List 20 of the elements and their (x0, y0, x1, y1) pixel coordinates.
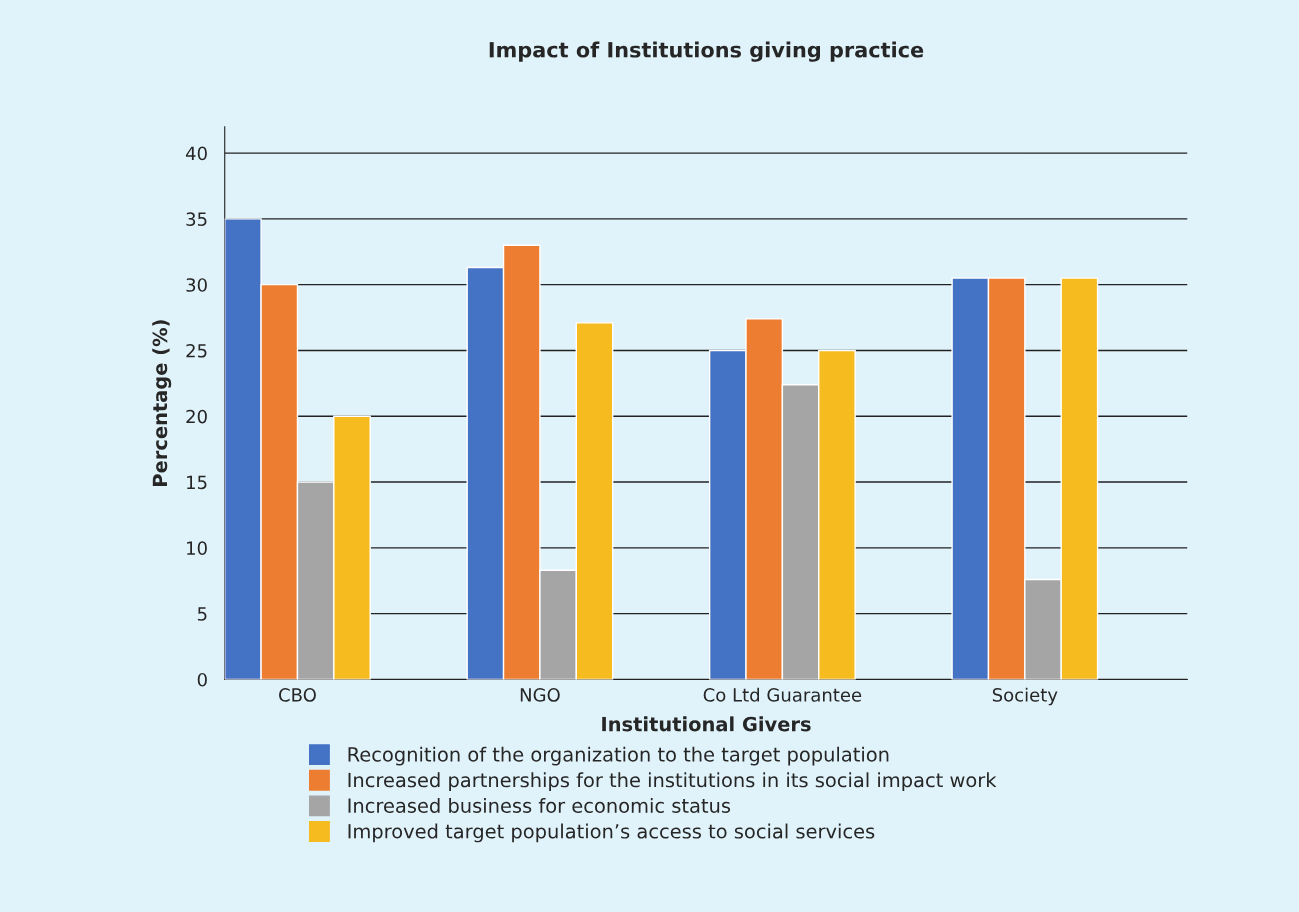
y-tick-label: 5 (197, 607, 207, 621)
y-axis-title: Percentage (%) (152, 320, 172, 486)
y-tick-label: 30 (186, 278, 207, 292)
x-tick-label: CBO (279, 688, 316, 702)
legend-label: Increased partnerships for the institutions in its social impact work (348, 772, 997, 792)
y-tick-label: 35 (186, 212, 207, 226)
y-tick-label: 10 (187, 541, 207, 555)
y-tick-label: 40 (185, 146, 207, 161)
x-tick-label: Society (992, 687, 1058, 706)
y-tick-label: 0 (197, 672, 207, 687)
y-tick-label: 25 (186, 343, 207, 358)
x-axis-title: Institutional Givers (602, 716, 811, 732)
legend-label: Increased business for economic status (348, 797, 731, 813)
y-tick-label: 20 (186, 409, 207, 424)
chart-title: Impact of Institutions giving practice (489, 41, 924, 62)
x-tick-label: NGO (520, 688, 560, 702)
x-tick-label: Co Ltd Guarantee (703, 687, 862, 702)
legend-label: Recognition of the organization to the target population (348, 746, 889, 766)
legend-label: Improved target population’s access to social services (348, 823, 875, 843)
y-tick-label: 15 (187, 475, 207, 490)
